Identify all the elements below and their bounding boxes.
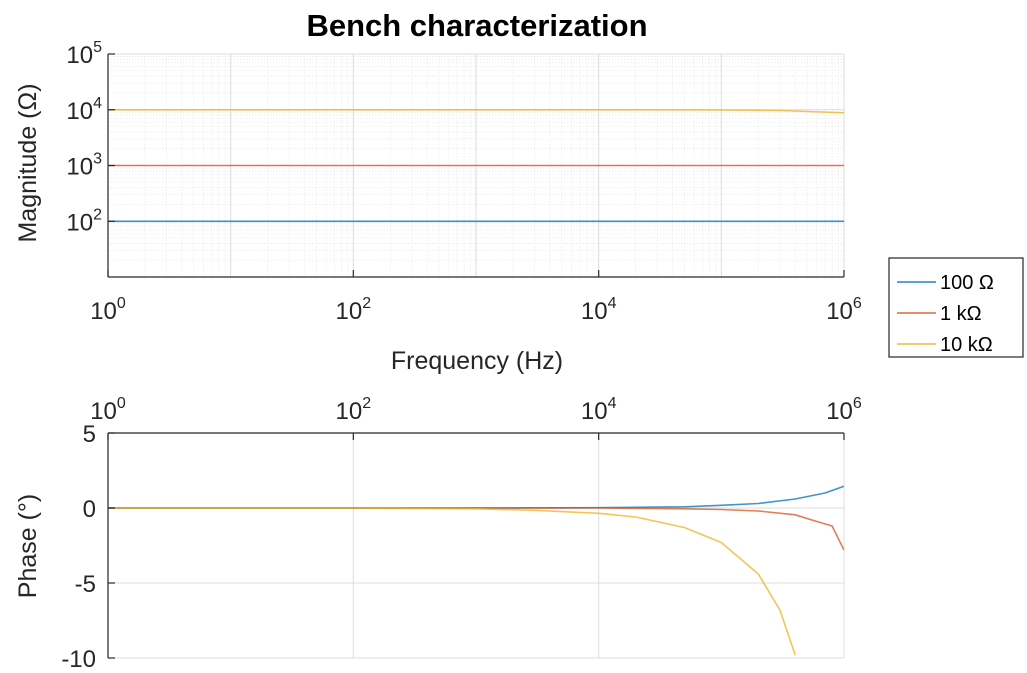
phase-y-tick-label: 5: [83, 421, 96, 448]
magnitude-y-tick-label: 105: [66, 39, 102, 69]
magnitude-y-tick-label-exponent: 2: [93, 206, 102, 223]
magnitude-x-axis-label: Frequency (Hz): [391, 347, 563, 375]
magnitude-x-tick-label-base: 10: [336, 298, 363, 325]
magnitude-y-tick-label-exponent: 3: [93, 151, 102, 168]
phase-plot-area: [108, 433, 844, 658]
magnitude-y-tick-label-base: 10: [66, 209, 93, 236]
legend: 100 Ω 1 kΩ 10 kΩ: [888, 257, 1024, 358]
phase-y-tick-label: -10: [61, 646, 96, 673]
phase-axes: [107, 432, 845, 659]
phase-plot: 100 102 104 106 -10-505 Phase (°): [14, 395, 862, 673]
magnitude-x-tick-label-exponent: 6: [853, 295, 862, 312]
phase-series-line-2: [108, 507, 796, 656]
phase-y-tick-label: -5: [75, 571, 96, 598]
magnitude-y-tick-label-base: 10: [66, 98, 93, 125]
magnitude-y-tick-label: 102: [66, 206, 102, 236]
phase-x-tick-label-base: 10: [90, 398, 117, 425]
phase-series: [108, 485, 844, 656]
phase-y-axis-label: Phase (°): [14, 494, 42, 598]
phase-x-tick-label: 102: [336, 395, 372, 425]
magnitude-y-tick-label-base: 10: [66, 154, 93, 181]
phase-x-tick-label-exponent: 2: [362, 395, 371, 412]
legend-label-2: 10 kΩ: [940, 334, 993, 356]
magnitude-x-tick-label-base: 10: [826, 298, 853, 325]
magnitude-axes: [107, 53, 845, 278]
phase-y-tick-label: 0: [83, 496, 96, 523]
magnitude-y-axis-label: Magnitude (Ω): [14, 83, 42, 242]
magnitude-y-tick-label: 104: [66, 95, 102, 125]
phase-x-tick-label-base: 10: [826, 398, 853, 425]
legend-box: [888, 257, 1024, 358]
chart-title: Bench characterization: [306, 8, 647, 43]
magnitude-x-tick-label: 102: [336, 295, 372, 325]
legend-items: 100 Ω 1 kΩ 10 kΩ: [897, 272, 994, 356]
magnitude-series: [108, 109, 845, 223]
magnitude-x-tick-label: 100: [90, 295, 126, 325]
legend-label-1: 1 kΩ: [940, 303, 982, 325]
magnitude-x-tick-labels: 100 102 104 106: [90, 295, 862, 325]
magnitude-x-tick-label-exponent: 0: [117, 295, 126, 312]
phase-x-tick-label: 106: [826, 395, 862, 425]
phase-x-tick-label: 100: [90, 395, 126, 425]
phase-x-tick-label-exponent: 6: [853, 395, 862, 412]
magnitude-y-tick-label-exponent: 4: [93, 95, 102, 112]
phase-x-tick-label-exponent: 0: [117, 395, 126, 412]
magnitude-x-tick-label-exponent: 4: [608, 295, 617, 312]
magnitude-x-tick-label-base: 10: [581, 298, 608, 325]
magnitude-x-tick-label-base: 10: [90, 298, 117, 325]
phase-x-tick-label-base: 10: [336, 398, 363, 425]
phase-x-tick-label: 104: [581, 395, 617, 425]
phase-x-tick-label-base: 10: [581, 398, 608, 425]
magnitude-y-tick-label: 103: [66, 151, 102, 181]
magnitude-series-line-2: [108, 109, 845, 114]
magnitude-x-tick-label: 104: [581, 295, 617, 325]
phase-x-tick-label-exponent: 4: [608, 395, 617, 412]
magnitude-x-tick-label: 106: [826, 295, 862, 325]
magnitude-x-tick-label-exponent: 2: [362, 295, 371, 312]
legend-label-0: 100 Ω: [940, 272, 994, 294]
phase-x-tick-labels: 100 102 104 106: [90, 395, 862, 425]
magnitude-y-tick-label-exponent: 5: [93, 39, 102, 56]
phase-y-tick-labels: -10 -5 0 5: [61, 421, 96, 673]
magnitude-y-tick-label-base: 10: [66, 42, 93, 69]
